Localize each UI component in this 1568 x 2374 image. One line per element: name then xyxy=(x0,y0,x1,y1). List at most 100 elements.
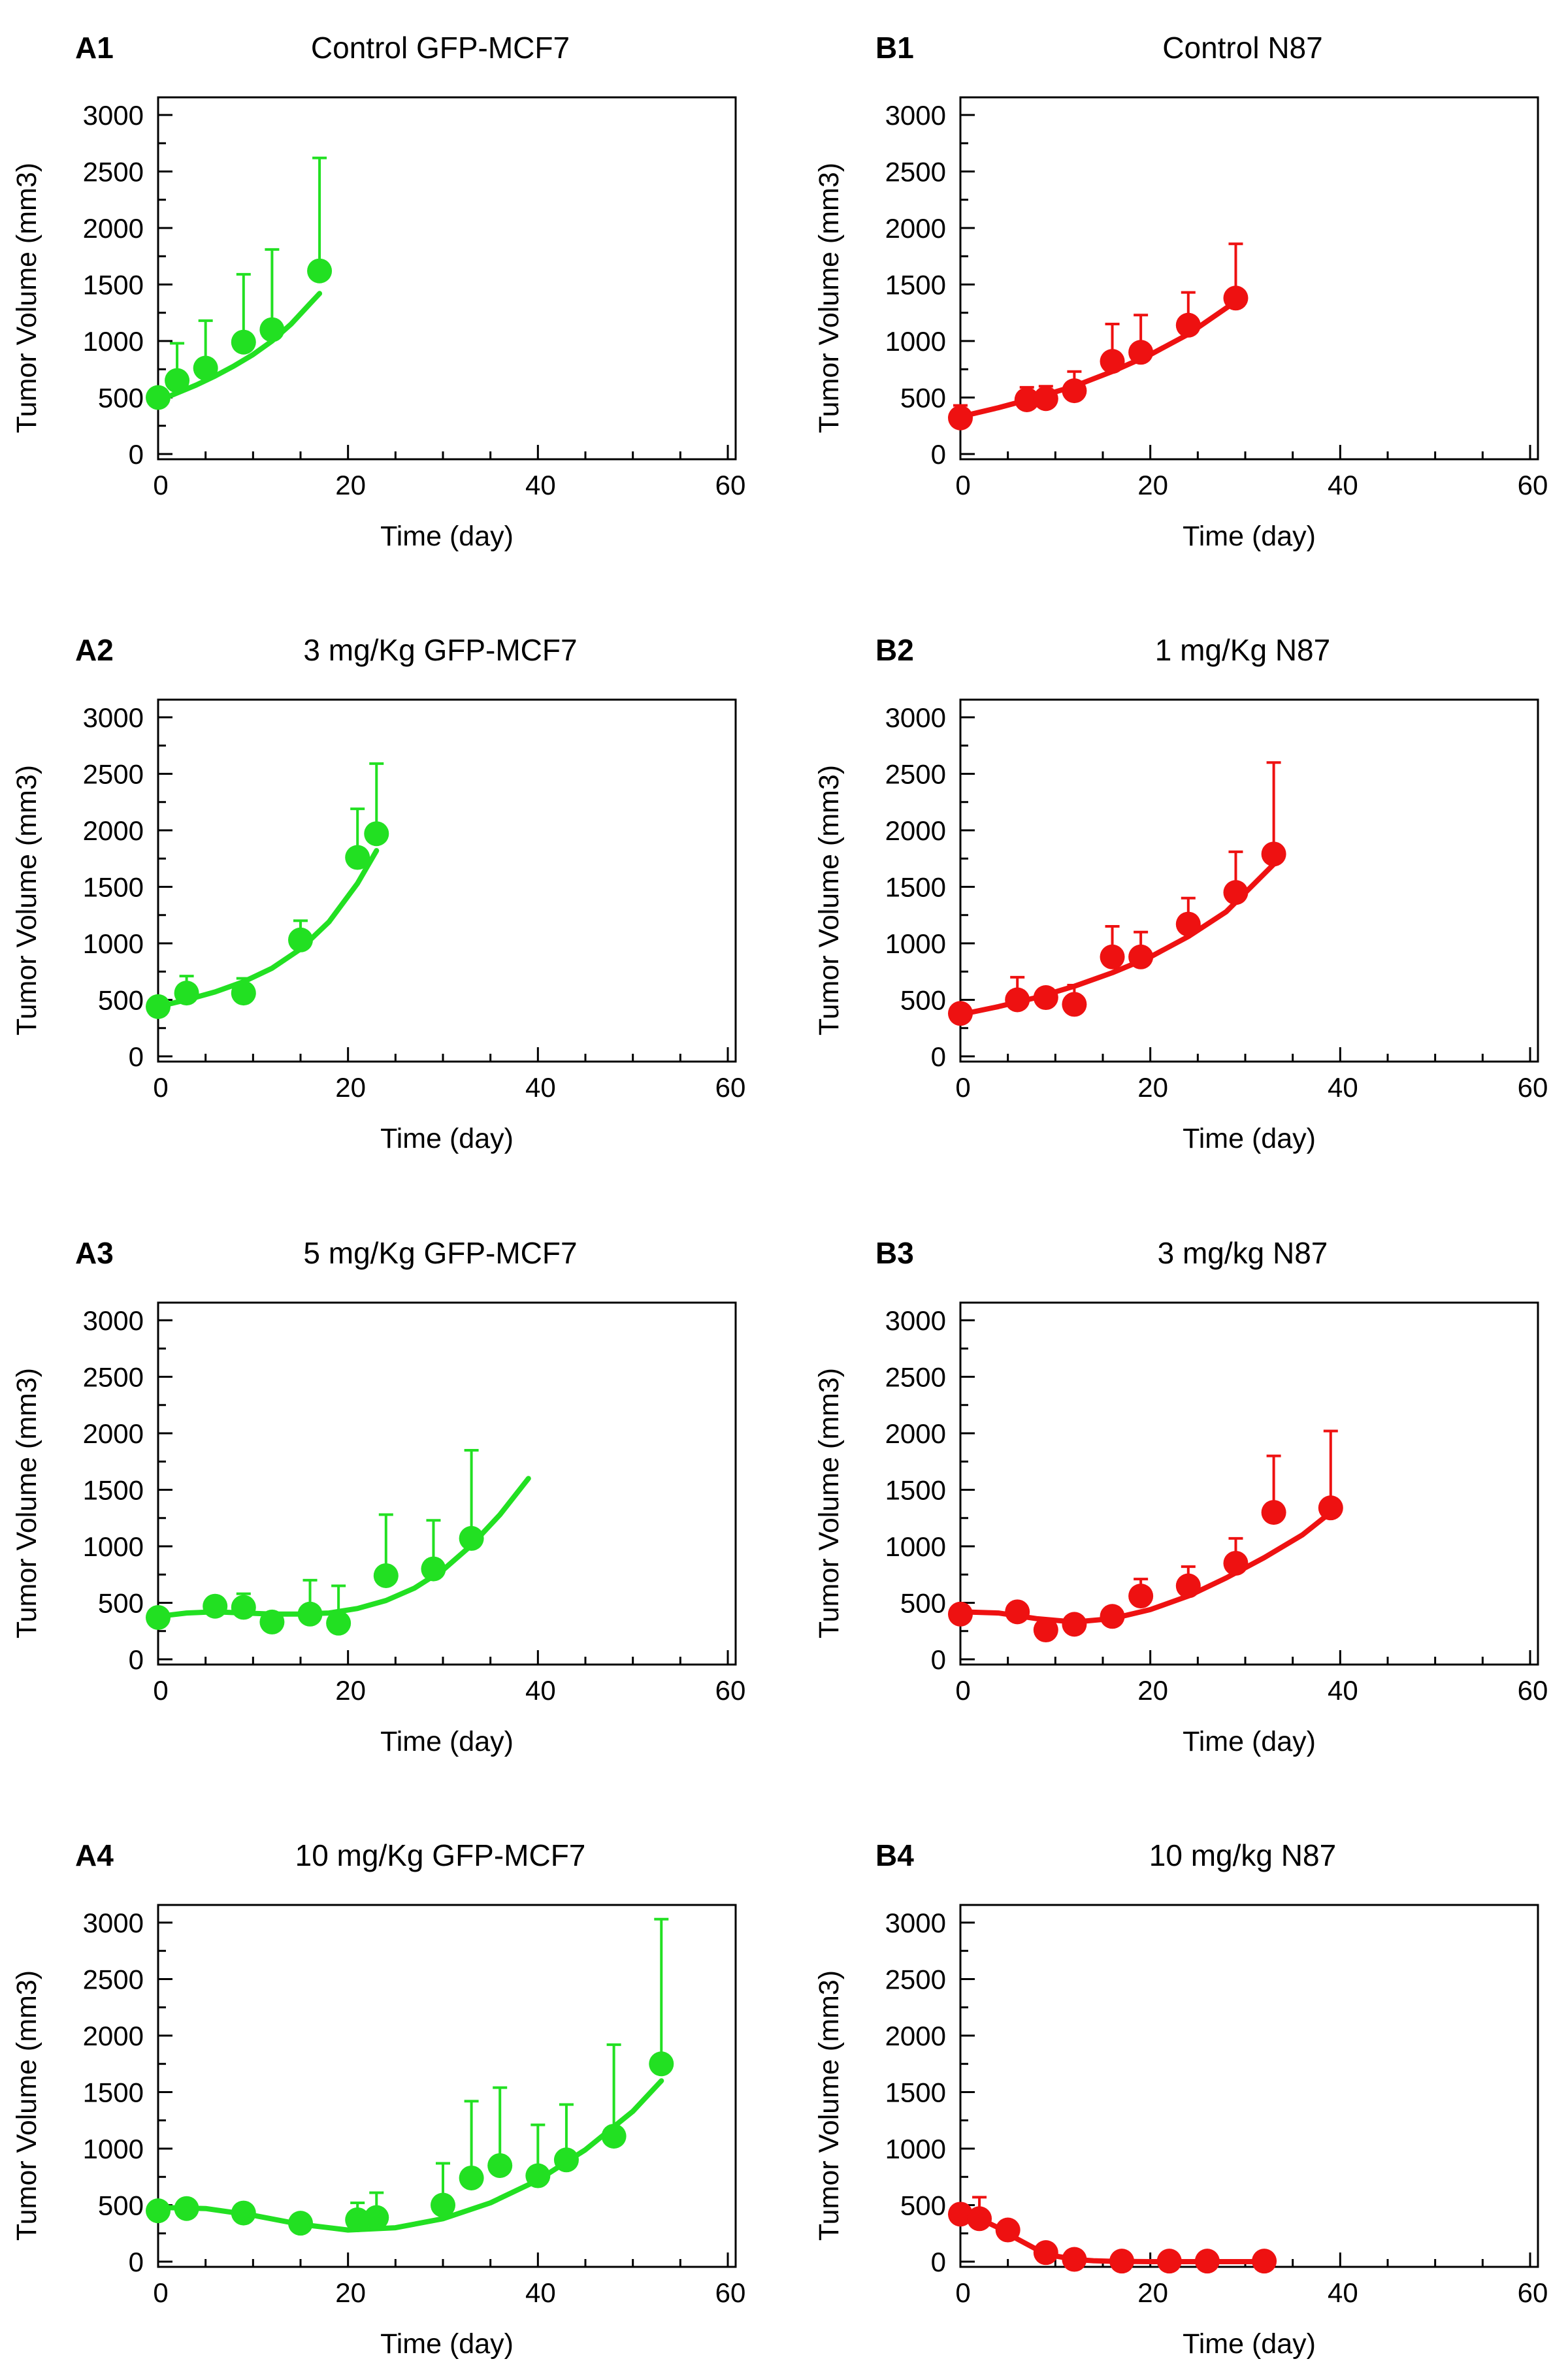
data-point xyxy=(1033,985,1058,1011)
data-point xyxy=(1062,1612,1087,1637)
x-axis-label: Time (day) xyxy=(380,521,514,552)
x-tick-label: 40 xyxy=(525,2277,556,2308)
panel-label: B2 xyxy=(875,633,914,667)
y-axis-label: Tumor Volume (mm3) xyxy=(11,163,42,433)
plot-frame xyxy=(959,1301,1539,1666)
x-tick-label: 20 xyxy=(1137,1072,1168,1103)
x-tick-label: 60 xyxy=(715,1675,746,1706)
data-point xyxy=(259,317,285,342)
panel-title: 3 mg/kg N87 xyxy=(1158,1236,1328,1270)
data-point xyxy=(649,2051,674,2077)
panel-label: B3 xyxy=(875,1236,914,1270)
data-point xyxy=(948,1001,973,1026)
data-point xyxy=(948,2202,973,2227)
y-tick-label: 500 xyxy=(900,383,946,414)
y-tick-label: 1500 xyxy=(83,270,144,301)
y-tick-label: 1500 xyxy=(83,1475,144,1506)
y-tick-label: 1000 xyxy=(83,928,144,959)
data-point xyxy=(1100,944,1125,969)
x-tick-label: 40 xyxy=(1328,470,1358,500)
y-tick-label: 1500 xyxy=(83,872,144,903)
y-tick-label: 1000 xyxy=(83,1531,144,1562)
data-point xyxy=(1194,2249,1220,2274)
panel-label: A2 xyxy=(75,633,114,667)
y-tick-label: 1500 xyxy=(885,270,946,301)
data-point xyxy=(995,2217,1021,2243)
data-point xyxy=(1261,841,1286,867)
data-point xyxy=(1252,2249,1277,2274)
data-point xyxy=(421,1556,446,1582)
x-tick-label: 40 xyxy=(1328,2277,1358,2308)
data-point xyxy=(193,355,218,381)
y-tick-label: 2500 xyxy=(885,1362,946,1393)
data-point xyxy=(1033,386,1058,412)
data-point xyxy=(288,2211,313,2236)
plot-frame xyxy=(157,1904,737,2268)
y-tick-label: 1500 xyxy=(885,2077,946,2108)
data-point xyxy=(553,2147,579,2173)
y-tick-label: 3000 xyxy=(83,702,144,733)
x-tick-label: 40 xyxy=(525,1675,556,1706)
y-tick-label: 1000 xyxy=(83,2134,144,2164)
data-point xyxy=(373,1563,399,1588)
y-tick-label: 2000 xyxy=(885,213,946,244)
data-point xyxy=(459,1525,484,1551)
x-axis-label: Time (day) xyxy=(1183,521,1316,552)
data-point xyxy=(1062,992,1087,1017)
data-point xyxy=(231,981,256,1006)
panel-label: A4 xyxy=(75,1838,114,1872)
x-tick-label: 60 xyxy=(715,1072,746,1103)
data-point xyxy=(231,329,256,355)
panel-title: 3 mg/Kg GFP-MCF7 xyxy=(303,633,577,667)
data-point xyxy=(1005,1599,1030,1625)
x-tick-label: 0 xyxy=(955,1072,970,1103)
panel-A3: A3 5 mg/Kg GFP-MCF7 0 20 40 60 0 500 1000 1500 200… xyxy=(11,1236,745,1757)
data-point xyxy=(459,2165,484,2190)
y-tick-label: 500 xyxy=(900,2190,946,2221)
y-tick-label: 3000 xyxy=(885,702,946,733)
y-tick-label: 0 xyxy=(931,1041,946,1072)
plot-frame xyxy=(157,96,737,461)
y-tick-label: 500 xyxy=(98,2190,144,2221)
data-point xyxy=(297,1601,323,1627)
data-point xyxy=(307,258,333,284)
plot-frame xyxy=(157,1301,737,1666)
data-point xyxy=(487,2153,513,2178)
data-point xyxy=(1223,880,1249,905)
x-tick-label: 40 xyxy=(1328,1675,1358,1706)
data-point xyxy=(1100,1604,1125,1629)
y-tick-label: 0 xyxy=(931,2247,946,2277)
y-axis-label: Tumor Volume (mm3) xyxy=(11,765,42,1035)
y-tick-label: 1000 xyxy=(83,326,144,357)
data-point xyxy=(1005,987,1030,1013)
panel-B1: B1 Control N87 0 20 40 60 0 500 1000 1500 2000 2500… xyxy=(813,31,1548,552)
y-axis-label: Tumor Volume (mm3) xyxy=(813,1368,845,1638)
y-tick-label: 1000 xyxy=(885,1531,946,1562)
data-point xyxy=(146,385,171,410)
y-tick-label: 2500 xyxy=(83,1362,144,1393)
data-point xyxy=(231,1595,256,1620)
y-tick-label: 3000 xyxy=(885,1908,946,1938)
data-point xyxy=(165,368,190,393)
panel-title: 10 mg/kg N87 xyxy=(1149,1838,1336,1872)
panel-title: 5 mg/Kg GFP-MCF7 xyxy=(303,1236,577,1270)
data-point xyxy=(1318,1495,1343,1521)
y-tick-label: 1000 xyxy=(885,326,946,357)
panel-B2: B2 1 mg/Kg N87 0 20 40 60 0 500 1000 1500 2000 2500… xyxy=(813,633,1548,1154)
x-tick-label: 20 xyxy=(335,1675,366,1706)
x-axis-label: Time (day) xyxy=(1183,2328,1316,2360)
y-axis-label: Tumor Volume (mm3) xyxy=(813,765,845,1035)
panel-A4: A4 10 mg/Kg GFP-MCF7 0 20 40 60 0 500 1000 1500 20… xyxy=(11,1838,745,2360)
plot-frame xyxy=(157,698,737,1063)
x-tick-label: 60 xyxy=(1518,470,1548,500)
x-tick-label: 0 xyxy=(955,1675,970,1706)
panel-title: 10 mg/Kg GFP-MCF7 xyxy=(295,1838,586,1872)
y-tick-label: 0 xyxy=(129,1041,144,1072)
y-tick-label: 3000 xyxy=(83,1305,144,1336)
data-point xyxy=(1033,1618,1058,1643)
data-point xyxy=(948,1601,973,1627)
x-tick-label: 40 xyxy=(1328,1072,1358,1103)
x-tick-label: 40 xyxy=(525,1072,556,1103)
x-axis-label: Time (day) xyxy=(1183,1726,1316,1757)
